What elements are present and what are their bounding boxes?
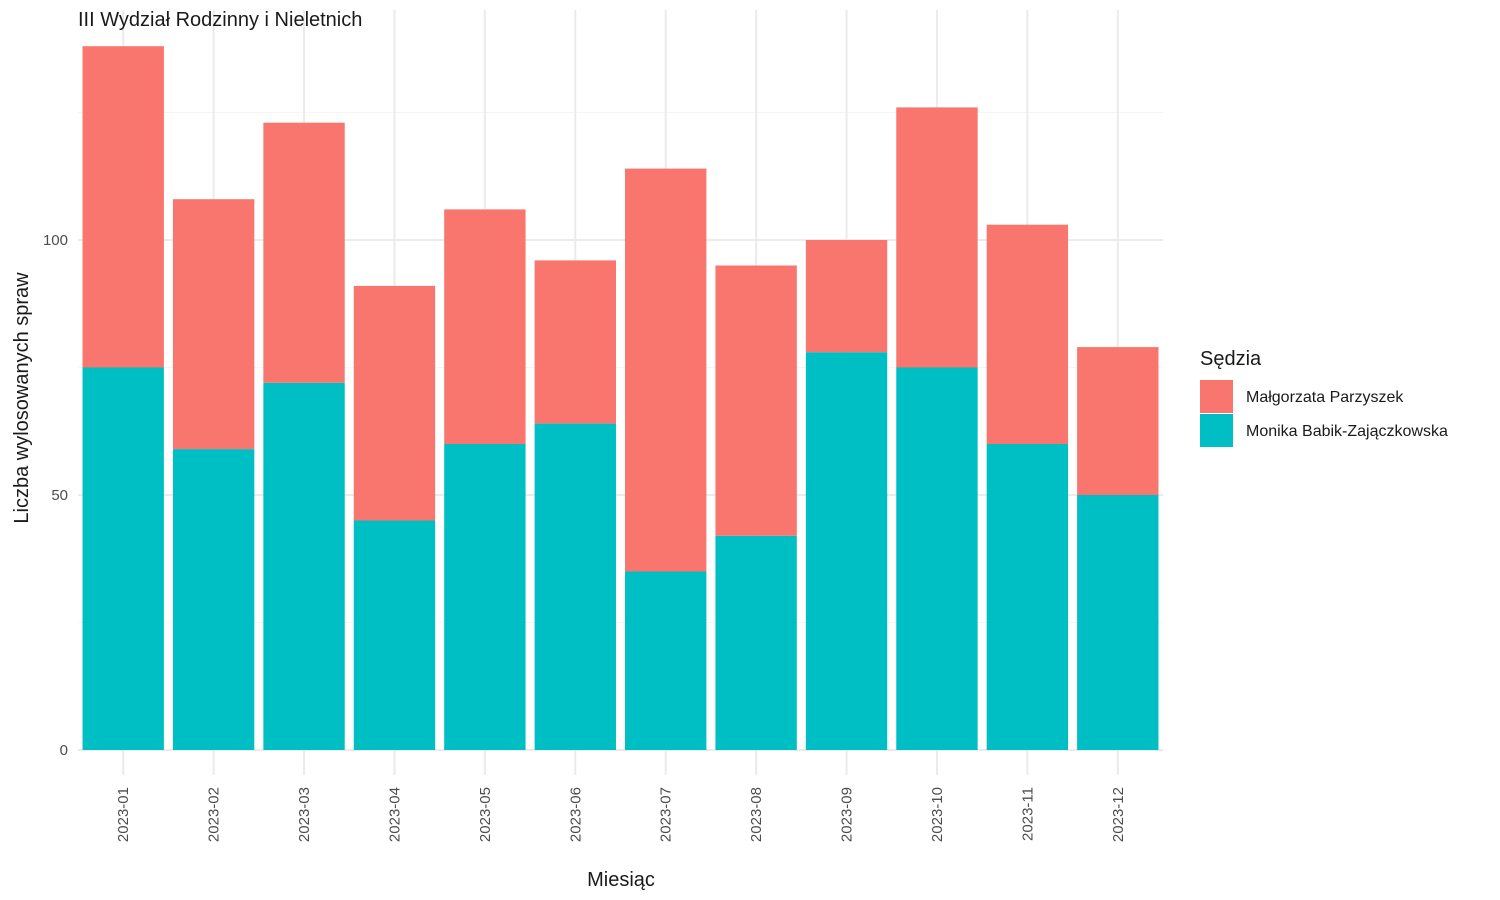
bar-segment <box>805 240 888 353</box>
x-axis-ticks: 2023-01 2023-02 2023-03 2023-04 2023-05 2023-… <box>115 787 1127 842</box>
x-tick-label: 2023-06 <box>567 787 584 842</box>
bar-segment <box>82 46 164 368</box>
bar-segment <box>263 382 345 750</box>
bar-segment <box>896 367 978 750</box>
y-tick-label: 100 <box>43 232 68 249</box>
bar-segment <box>1077 495 1159 750</box>
legend-label: Monika Babik-Zajączkowska <box>1246 423 1448 440</box>
bar-segment <box>172 199 255 450</box>
x-tick-label: 2023-03 <box>296 787 313 842</box>
bars <box>82 46 1159 750</box>
bar-segment <box>1077 347 1159 495</box>
x-tick-label: 2023-05 <box>477 787 494 842</box>
bar-segment <box>625 168 707 572</box>
x-tick-label: 2023-12 <box>1110 787 1127 842</box>
x-tick-label: 2023-11 <box>1019 787 1036 841</box>
bar-segment <box>986 444 1069 750</box>
legend-swatch <box>1200 414 1233 447</box>
y-tick-label: 0 <box>60 742 68 759</box>
legend: Sędzia Małgorzata Parzyszek Monika Babik-… <box>1200 348 1448 447</box>
x-tick-label: 2023-04 <box>386 787 403 842</box>
bar-segment <box>534 260 616 424</box>
x-tick-label: 2023-07 <box>658 787 675 842</box>
legend-swatch <box>1200 380 1233 413</box>
bar-segment <box>715 535 797 750</box>
legend-label: Małgorzata Parzyszek <box>1246 389 1404 406</box>
bar-segment <box>715 265 797 536</box>
bar-segment <box>172 449 255 750</box>
legend-title: Sędzia <box>1200 348 1262 370</box>
bar-segment <box>82 367 164 750</box>
x-tick-label: 2023-10 <box>929 787 946 842</box>
x-tick-label: 2023-09 <box>839 787 856 842</box>
x-tick-label: 2023-01 <box>115 787 132 842</box>
x-tick-label: 2023-02 <box>206 787 223 842</box>
bar-segment <box>444 444 526 750</box>
bar-segment <box>534 423 616 750</box>
bar-segment <box>444 209 526 444</box>
bar-segment <box>353 285 436 521</box>
y-axis-title: Liczba wylosowanych spraw <box>11 272 33 524</box>
bar-segment <box>353 520 436 750</box>
bar-segment <box>896 107 978 368</box>
chart-title: III Wydział Rodzinny i Nieletnich <box>78 9 362 31</box>
bar-segment <box>986 224 1069 444</box>
y-tick-label: 50 <box>51 487 68 504</box>
x-tick-label: 2023-08 <box>748 787 765 842</box>
x-axis-title: Miesiąc <box>587 869 655 891</box>
bar-segment <box>805 352 888 750</box>
bar-segment <box>625 571 707 750</box>
bar-segment <box>263 122 345 383</box>
y-axis-ticks: 0 50 100 <box>43 232 68 759</box>
